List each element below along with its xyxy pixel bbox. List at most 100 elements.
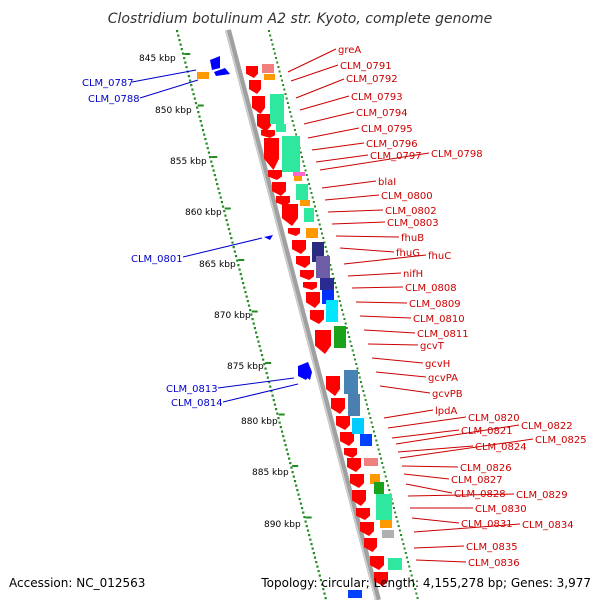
inner-ruler-dot	[376, 444, 379, 446]
gene-label-gcvpa[interactable]: gcvPA	[428, 373, 458, 384]
ruler-dot	[233, 250, 236, 253]
gene-label-gcvt[interactable]: gcvT	[420, 341, 445, 352]
reverse-labels: CLM_0787 CLM_0788 CLM_0801 CLM_0813 CLM_…	[82, 78, 223, 409]
gene-label-clm0836[interactable]: CLM_0836	[468, 558, 520, 569]
gene-label-clm0787[interactable]: CLM_0787	[82, 78, 134, 89]
inner-ruler-dot	[351, 349, 354, 352]
inner-ruler-dot	[370, 421, 373, 424]
gene-label-clm0802[interactable]: CLM_0802	[385, 206, 437, 217]
gene-label-clm0831[interactable]: CLM_0831	[461, 519, 513, 530]
inner-ruler-dot	[349, 340, 352, 343]
gene-label-clm0825[interactable]: CLM_0825	[535, 435, 587, 446]
inner-ruler-dot	[311, 196, 314, 199]
inner-ruler-dot	[382, 466, 385, 469]
forward-gene-arrow	[364, 538, 377, 552]
gene-label-clm0800[interactable]: CLM_0800	[381, 191, 433, 202]
forward-label-leader	[387, 416, 467, 429]
gene-label-lpda[interactable]: lpdA	[435, 406, 457, 417]
gene-label-fhub[interactable]: fhuB	[401, 233, 424, 244]
gene-feature-block	[306, 228, 318, 238]
forward-gene-arrow	[303, 282, 317, 290]
gene-label-gcvpb[interactable]: gcvPB	[432, 389, 463, 400]
forward-label-leader	[401, 465, 459, 468]
gene-label-clm0796[interactable]: CLM_0796	[366, 139, 418, 150]
genome-backbone-highlight	[225, 29, 377, 600]
inner-ruler-dot	[301, 156, 304, 158]
gene-label-clm0797[interactable]: CLM_0797	[370, 151, 422, 162]
reverse-label-leader	[131, 69, 197, 83]
gene-label-clm0824[interactable]: CLM_0824	[475, 442, 527, 453]
inner-ruler-dot	[313, 205, 316, 208]
inner-ruler-dot	[290, 115, 293, 118]
forward-label-leader	[327, 209, 384, 213]
gene-label-clm0808[interactable]: CLM_0808	[405, 283, 457, 294]
ruler-dot	[209, 156, 212, 159]
forward-label-leader	[367, 343, 419, 346]
inner-ruler-dot	[295, 133, 298, 136]
inner-ruler-dot	[282, 84, 285, 86]
ruler-dot	[218, 192, 221, 195]
inner-ruler-dot	[398, 529, 401, 532]
gene-label-fhug[interactable]: fhuG	[396, 248, 420, 259]
gene-label-clm0798[interactable]: CLM_0798	[431, 149, 483, 160]
gene-feature-block	[348, 590, 362, 598]
inner-ruler-dot	[415, 592, 418, 595]
inner-ruler-dot	[344, 322, 347, 325]
gene-label-grea[interactable]: greA	[338, 45, 361, 56]
inner-ruler-dot	[408, 565, 411, 568]
gene-label-clm0809[interactable]: CLM_0809	[409, 299, 461, 310]
inner-ruler-dot	[343, 318, 346, 320]
gene-label-blai[interactable]: blaI	[378, 177, 396, 188]
gene-label-clm0795[interactable]: CLM_0795	[361, 124, 413, 135]
gene-label-nifh[interactable]: nifH	[403, 269, 423, 280]
gene-label-clm0803[interactable]: CLM_0803	[387, 218, 439, 229]
inner-ruler-dot	[361, 385, 364, 388]
gene-label-clm0801[interactable]: CLM_0801	[131, 254, 183, 265]
gene-label-gcvh[interactable]: gcvH	[425, 359, 450, 370]
ruler-dot	[252, 322, 255, 325]
gene-label-clm0813[interactable]: CLM_0813	[166, 384, 218, 395]
ruler-dot	[250, 313, 253, 316]
ruler-dot	[211, 165, 214, 168]
inner-ruler-dot	[407, 561, 410, 563]
genome-summary-text: Topology: circular; Length: 4,155,278 bp…	[260, 576, 591, 590]
gene-label-clm0826[interactable]: CLM_0826	[460, 463, 512, 474]
gene-label-clm0821[interactable]: CLM_0821	[461, 426, 513, 437]
gene-label-clm0827[interactable]: CLM_0827	[451, 475, 503, 486]
gene-label-clm0822[interactable]: CLM_0822	[521, 421, 573, 432]
gene-label-clm0794[interactable]: CLM_0794	[356, 108, 408, 119]
ruler-major-tick	[251, 310, 258, 313]
gene-label-clm0791[interactable]: CLM_0791	[340, 61, 392, 72]
gene-label-clm0830[interactable]: CLM_0830	[475, 504, 527, 515]
gene-label-clm0828[interactable]: CLM_0828	[454, 489, 506, 500]
gene-label-clm0793[interactable]: CLM_0793	[351, 92, 403, 103]
gene-label-clm0820[interactable]: CLM_0820	[468, 413, 520, 424]
ruler-dot	[188, 79, 192, 82]
ruler-dot	[236, 259, 239, 262]
gene-label-clm0829[interactable]: CLM_0829	[516, 490, 568, 501]
gene-label-clm0814[interactable]: CLM_0814	[171, 398, 223, 409]
inner-ruler-dot	[367, 408, 370, 410]
inner-ruler-dot	[378, 453, 381, 455]
inner-ruler-dot	[339, 304, 342, 307]
forward-gene-arrow	[370, 556, 384, 570]
inner-ruler-dot	[387, 484, 390, 487]
gene-label-clm0835[interactable]: CLM_0835	[466, 542, 518, 553]
gene-label-clm0811[interactable]: CLM_0811	[417, 329, 469, 340]
gene-label-clm0788[interactable]: CLM_0788	[88, 94, 140, 105]
gene-label-clm0834[interactable]: CLM_0834	[522, 520, 574, 531]
inner-ruler-dot	[299, 151, 302, 154]
ruler-dot	[221, 205, 225, 208]
gene-label-clm0810[interactable]: CLM_0810	[413, 314, 465, 325]
gene-label-fhuc[interactable]: fhuC	[428, 251, 451, 262]
inner-ruler-dot	[365, 403, 368, 406]
gene-label-clm0792[interactable]: CLM_0792	[346, 74, 398, 85]
ruler-dot	[269, 385, 272, 388]
forward-gene-arrow	[331, 398, 345, 414]
inner-ruler-dot	[315, 210, 318, 212]
ruler-dot	[243, 286, 246, 289]
ruler-dot	[291, 471, 294, 474]
ruler-dot	[293, 480, 297, 483]
ruler-dot	[234, 255, 238, 258]
ruler-dot	[280, 430, 284, 433]
